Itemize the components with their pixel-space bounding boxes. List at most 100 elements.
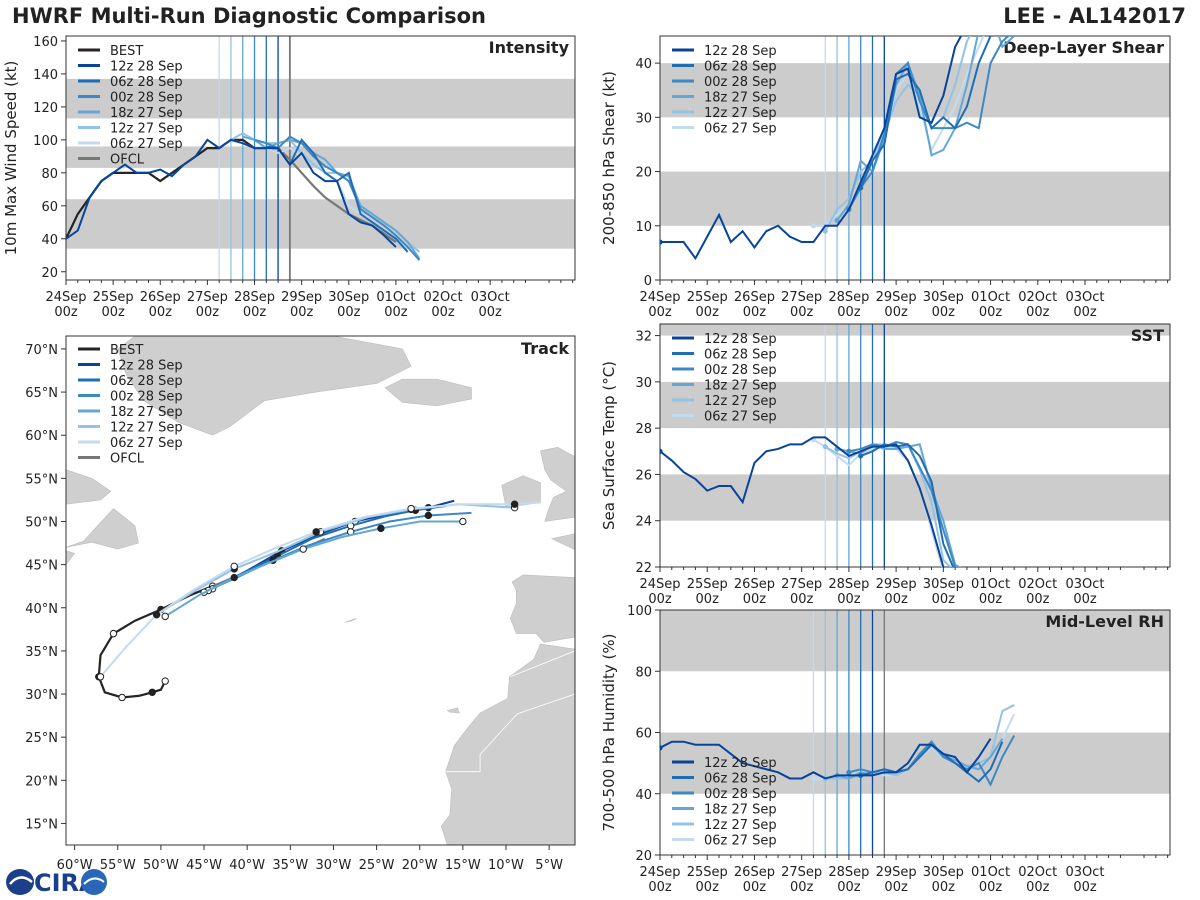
sst-xtick-sublabel: 00z <box>932 592 956 607</box>
rh-series-point <box>660 745 663 751</box>
shear-shade-band <box>660 63 1170 118</box>
sst-xtick-sublabel: 00z <box>1073 592 1097 607</box>
intensity-legend-label: 12z 27 Sep <box>110 122 183 137</box>
shear-xtick-sublabel: 00z <box>1026 305 1050 320</box>
track-fix-point <box>200 588 208 596</box>
shear-legend-label: 00z 28 Sep <box>704 75 777 90</box>
track-fix-point <box>118 693 126 702</box>
sst-xtick-sublabel: 00z <box>790 592 814 607</box>
rh-legend-label: 12z 28 Sep <box>704 756 777 771</box>
shear-frame <box>659 35 1171 281</box>
country-border <box>445 713 518 773</box>
intensity-ytick-label: 160 <box>33 35 58 50</box>
track-series-line <box>203 511 472 594</box>
canary-land <box>446 707 460 714</box>
rh-shade-band <box>660 610 1170 672</box>
shear-series-line <box>824 36 972 232</box>
track-fix-point <box>346 528 355 536</box>
intensity-xtick-label: 28Sep <box>234 290 275 305</box>
logo-badge-icon <box>81 869 107 895</box>
intensity-series-line <box>242 135 421 260</box>
track-ytick-label: 45°N <box>25 559 58 574</box>
track-legend-label: BEST <box>110 343 143 358</box>
shear-series-point <box>846 206 852 213</box>
rh-xtick-sublabel: 00z <box>979 880 1003 895</box>
shear-xtick-sublabel: 00z <box>1073 305 1097 320</box>
sst-series-point <box>846 448 852 454</box>
intensity-legend-label: 18z 27 Sep <box>110 106 183 121</box>
track-xtick-label: 45°W <box>186 858 222 873</box>
logo-swoosh <box>9 876 33 885</box>
sst-ylabel: Sea Surface Temp (°C) <box>600 361 618 530</box>
iberia-land <box>509 574 575 643</box>
shear-legend-label: 12z 28 Sep <box>704 44 777 59</box>
rh-series-point <box>846 769 852 775</box>
intensity-shade-band <box>66 199 575 249</box>
track-fix-point <box>230 562 238 571</box>
intensity-xtick-sublabel: 00z <box>54 305 78 320</box>
shear-ytick-label: 10 <box>635 220 652 235</box>
track-fix-point <box>204 586 213 595</box>
track-ytick-label: 50°N <box>25 515 58 530</box>
rh-xtick-sublabel: 00z <box>932 880 956 895</box>
track-xtick-label: 40°W <box>229 858 265 873</box>
sst-xtick-label: 27Sep <box>781 577 822 592</box>
intensity-xtick-sublabel: 00z <box>431 305 455 320</box>
sst-legend-label: 06z 27 Sep <box>704 410 777 425</box>
rh-ytick-label: 20 <box>635 849 652 864</box>
intensity-xtick-sublabel: 00z <box>243 305 267 320</box>
track-fix-point <box>109 629 118 638</box>
track-fix-point <box>230 573 238 582</box>
track-xtick-label: 25°W <box>359 858 395 873</box>
rh-shade-band <box>660 732 1170 794</box>
sst-legend-label: 12z 27 Sep <box>704 394 777 409</box>
logo-badge-swoosh <box>83 877 105 885</box>
track-fix-point <box>161 612 169 621</box>
sst-ytick-label: 28 <box>635 422 652 437</box>
rh-xtick-label: 28Sep <box>828 865 869 880</box>
rh-series-line <box>860 741 1004 783</box>
track-ocean <box>66 336 575 845</box>
track-fix-point <box>407 505 415 514</box>
sst-legend-label: 18z 27 Sep <box>704 379 777 394</box>
track-fix-point <box>312 528 320 536</box>
sst-legend-label: 06z 28 Sep <box>704 348 777 363</box>
rh-ytick-label: 100 <box>627 604 652 619</box>
track-ytick-label: 30°N <box>25 688 58 703</box>
rh-xtick-label: 24Sep <box>639 865 680 880</box>
rh-series-line <box>660 738 992 780</box>
shear-xtick-label: 24Sep <box>639 290 680 305</box>
shear-xtick-label: 25Sep <box>687 290 728 305</box>
sst-series-point <box>810 437 817 443</box>
shear-legend-label: 18z 27 Sep <box>704 91 777 106</box>
figure-title: HWRF Multi-Run Diagnostic Comparison <box>12 4 487 28</box>
shear-series-line <box>836 36 1015 221</box>
rh-title: Mid-Level RH <box>1045 612 1164 631</box>
track-xtick-label: 35°W <box>272 858 308 873</box>
sst-series-line <box>812 438 944 567</box>
track-ytick-label: 40°N <box>25 602 58 617</box>
track-legend-label: 12z 28 Sep <box>110 359 183 374</box>
rh-series-line <box>825 704 1015 780</box>
track-fix-point <box>95 673 103 681</box>
sst-xtick-sublabel: 00z <box>743 592 767 607</box>
sst-xtick-label: 02Oct <box>1018 577 1057 592</box>
intensity-ytick-label: 140 <box>33 68 58 83</box>
azores-land <box>344 617 357 623</box>
rh-xtick-label: 02Oct <box>1018 865 1057 880</box>
shear-ytick-label: 30 <box>635 111 652 126</box>
shear-series-point <box>822 228 828 234</box>
shear-xtick-sublabel: 00z <box>790 305 814 320</box>
shear-xtick-sublabel: 00z <box>837 305 861 320</box>
rh-series-point <box>834 772 840 778</box>
track-fix-point <box>269 556 277 565</box>
shear-xtick-sublabel: 00z <box>696 305 720 320</box>
track-fix-point <box>152 610 161 619</box>
sst-xtick-sublabel: 00z <box>979 592 1003 607</box>
shear-legend-label: 12z 27 Sep <box>704 106 777 121</box>
sst-ytick-label: 22 <box>635 561 652 576</box>
rh-xtick-sublabel: 00z <box>1073 880 1097 895</box>
track-series-line <box>207 504 446 592</box>
shear-ytick-label: 20 <box>635 166 652 181</box>
intensity-legend-label: 00z 28 Sep <box>110 91 183 106</box>
